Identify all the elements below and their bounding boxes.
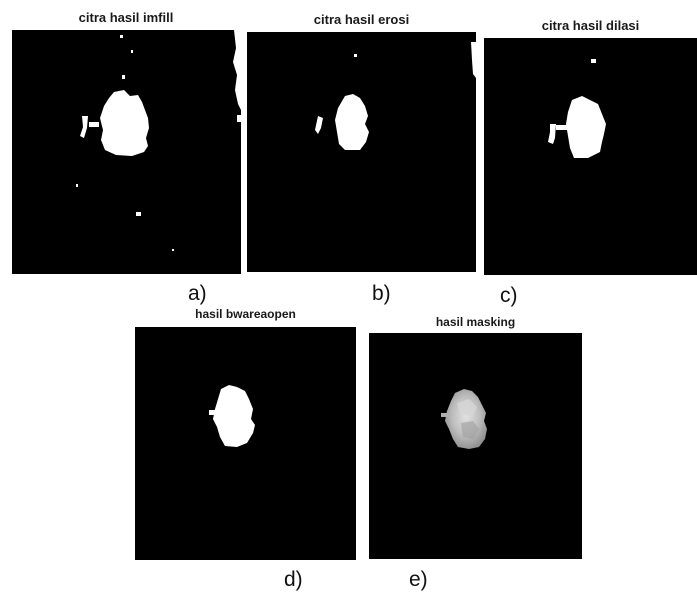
panel-c-caption: c) [500, 284, 518, 307]
panel-e-title: hasil masking [435, 315, 516, 329]
panel-e-image [369, 333, 582, 559]
panel-d-image [135, 327, 356, 560]
panel-a-title: citra hasil imfill [78, 10, 174, 25]
panel-e-caption: e) [409, 568, 428, 591]
masking-result-image [369, 333, 582, 559]
panel-b-caption: b) [372, 282, 391, 305]
panel-d-caption: d) [284, 568, 303, 591]
panel-c-image [484, 38, 697, 275]
erosion-binary-image [247, 32, 476, 272]
imfill-binary-image [12, 30, 241, 274]
panel-a-image [12, 30, 241, 274]
panel-a-caption: a) [188, 282, 207, 305]
panel-b-image [247, 32, 476, 272]
panel-d-title: hasil bwareaopen [195, 307, 296, 321]
bwareaopen-binary-image [135, 327, 356, 560]
dilation-binary-image [484, 38, 697, 275]
panel-b-title: citra hasil erosi [313, 12, 410, 27]
panel-c-title: citra hasil dilasi [541, 18, 640, 33]
